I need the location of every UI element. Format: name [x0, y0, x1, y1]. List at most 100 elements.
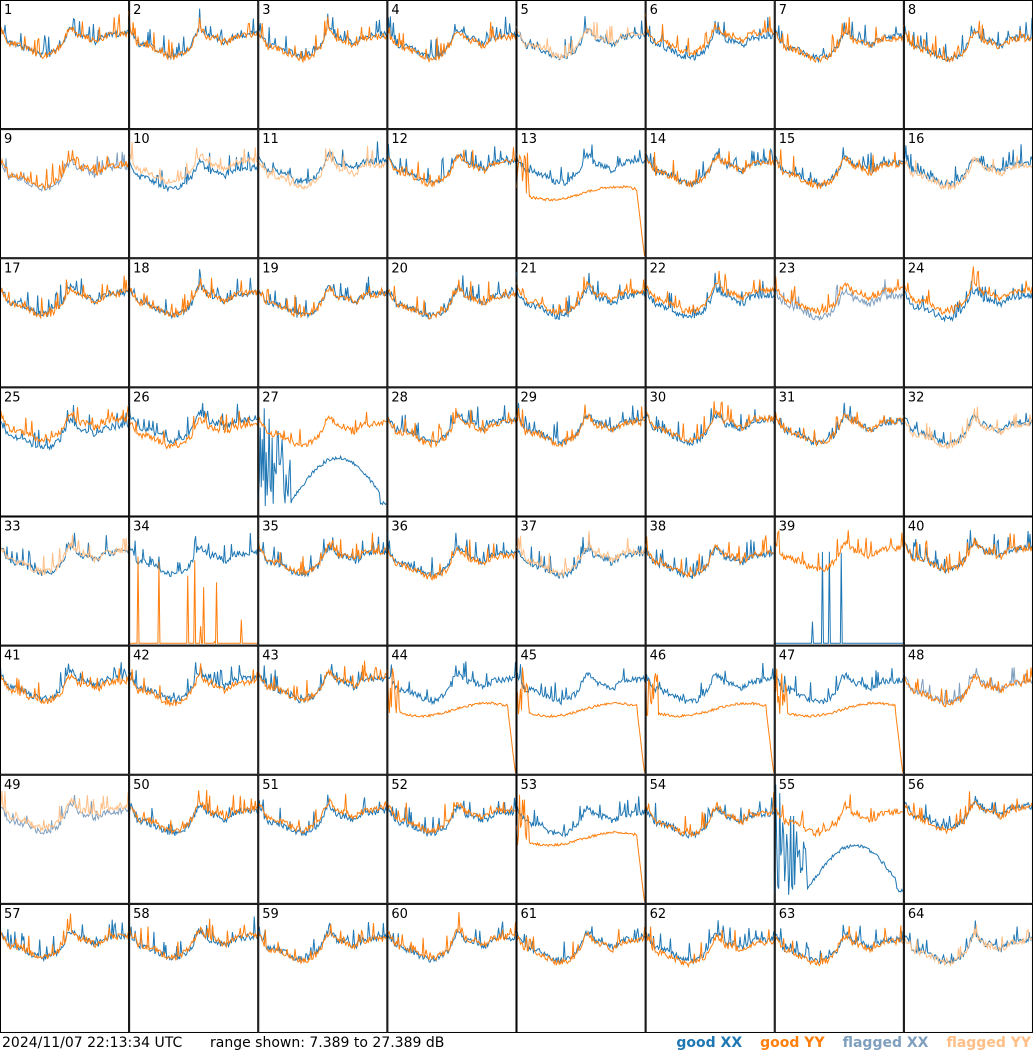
- panel-border-58: [129, 903, 259, 1033]
- series-xx-4: [386, 16, 516, 61]
- series-yy-7: [774, 16, 904, 64]
- panel-39: 39: [774, 516, 904, 646]
- panel-border-50: [129, 774, 259, 904]
- panel-border-11: [258, 129, 388, 259]
- panel-border-45: [516, 645, 646, 775]
- series-xx-29: [516, 402, 645, 446]
- series-yy-64: [903, 924, 1033, 967]
- panel-label-55: 55: [779, 778, 796, 793]
- panel-43: 43: [257, 645, 388, 775]
- series-xx-42: [128, 662, 258, 704]
- panel-6: 6: [645, 0, 775, 130]
- series-yy-13: [516, 152, 646, 256]
- panel-label-57: 57: [4, 907, 21, 922]
- series-yy-14: [645, 150, 775, 188]
- series-yy-36: [386, 539, 516, 582]
- panel-border-28: [387, 387, 517, 517]
- panel-label-43: 43: [262, 649, 279, 664]
- panel-border-42: [129, 645, 259, 775]
- panel-57: 57: [0, 903, 130, 1033]
- panel-label-3: 3: [262, 3, 270, 18]
- range-label: range shown: 7.389 to 27.389 dB: [210, 1035, 445, 1051]
- series-yy-46: [645, 673, 775, 773]
- series-yy-60: [386, 912, 516, 961]
- panel-10: 10: [128, 129, 259, 259]
- series-xx-31: [774, 402, 904, 446]
- series-yy-56: [903, 791, 1033, 835]
- panel-border-33: [0, 516, 130, 646]
- series-xx-39: [774, 551, 903, 644]
- panel-label-44: 44: [391, 649, 408, 664]
- panel-border-23: [774, 258, 904, 388]
- series-xx-35: [257, 536, 387, 578]
- series-yy-63: [774, 925, 904, 967]
- series-yy-37: [516, 530, 646, 578]
- panel-border-2: [129, 0, 259, 130]
- panel-37: 37: [516, 516, 646, 646]
- panel-label-46: 46: [650, 649, 667, 664]
- legend: good XX good YY flagged XX flagged YY: [676, 1034, 1031, 1053]
- panel-border-18: [129, 258, 259, 388]
- panel-border-14: [645, 129, 775, 259]
- panel-border-17: [0, 258, 130, 388]
- legend-good-yy: good YY: [760, 1035, 825, 1051]
- panel-border-6: [645, 0, 775, 130]
- series-xx-47: [774, 668, 904, 705]
- panel-border-39: [774, 516, 904, 646]
- panel-label-25: 25: [4, 390, 21, 405]
- panel-label-16: 16: [908, 132, 925, 147]
- series-yy-59: [257, 923, 387, 965]
- series-yy-30: [645, 401, 775, 444]
- series-xx-1: [0, 17, 129, 58]
- series-yy-19: [257, 285, 387, 319]
- series-xx-7: [774, 21, 904, 64]
- panel-16: 16: [903, 129, 1033, 259]
- panel-28: 28: [386, 387, 517, 517]
- panel-label-48: 48: [908, 649, 925, 664]
- series-xx-53: [516, 796, 646, 839]
- panel-label-62: 62: [650, 907, 667, 922]
- panel-41: 41: [0, 645, 130, 775]
- series-xx-16: [903, 144, 1033, 188]
- series-xx-12: [386, 143, 516, 185]
- series-yy-33: [0, 534, 129, 576]
- series-xx-46: [645, 662, 775, 704]
- series-xx-48: [903, 667, 1033, 707]
- panel-label-13: 13: [521, 132, 538, 147]
- panel-49: 49: [0, 774, 130, 904]
- panel-label-54: 54: [650, 778, 667, 793]
- panel-label-52: 52: [391, 778, 408, 793]
- panel-label-22: 22: [650, 261, 667, 276]
- panel-45: 45: [516, 645, 646, 775]
- panel-8: 8: [903, 0, 1033, 130]
- series-yy-24: [903, 266, 1033, 315]
- series-yy-39: [774, 529, 904, 573]
- series-xx-64: [903, 920, 1033, 965]
- panel-border-20: [387, 258, 517, 388]
- panel-1: 1: [0, 0, 130, 130]
- series-yy-3: [257, 16, 387, 64]
- legend-good-xx: good XX: [676, 1035, 743, 1051]
- panel-label-26: 26: [133, 390, 150, 405]
- series-xx-43: [257, 664, 387, 704]
- series-xx-59: [257, 922, 387, 963]
- series-xx-18: [128, 269, 258, 320]
- panel-label-15: 15: [779, 132, 796, 147]
- series-xx-30: [645, 408, 775, 447]
- panel-border-63: [774, 903, 904, 1033]
- series-xx-23: [774, 279, 904, 321]
- panel-53: 53: [516, 774, 646, 904]
- series-yy-31: [774, 411, 904, 448]
- panel-61: 61: [516, 903, 646, 1033]
- panel-border-12: [387, 129, 517, 259]
- panel-30: 30: [645, 387, 775, 517]
- panel-label-37: 37: [521, 520, 538, 535]
- series-yy-8: [903, 20, 1033, 64]
- panel-label-20: 20: [391, 261, 408, 276]
- panel-label-24: 24: [908, 261, 925, 276]
- series-yy-38: [645, 535, 775, 578]
- series-yy-52: [386, 801, 516, 835]
- panel-border-40: [903, 516, 1033, 646]
- panel-label-8: 8: [908, 3, 916, 18]
